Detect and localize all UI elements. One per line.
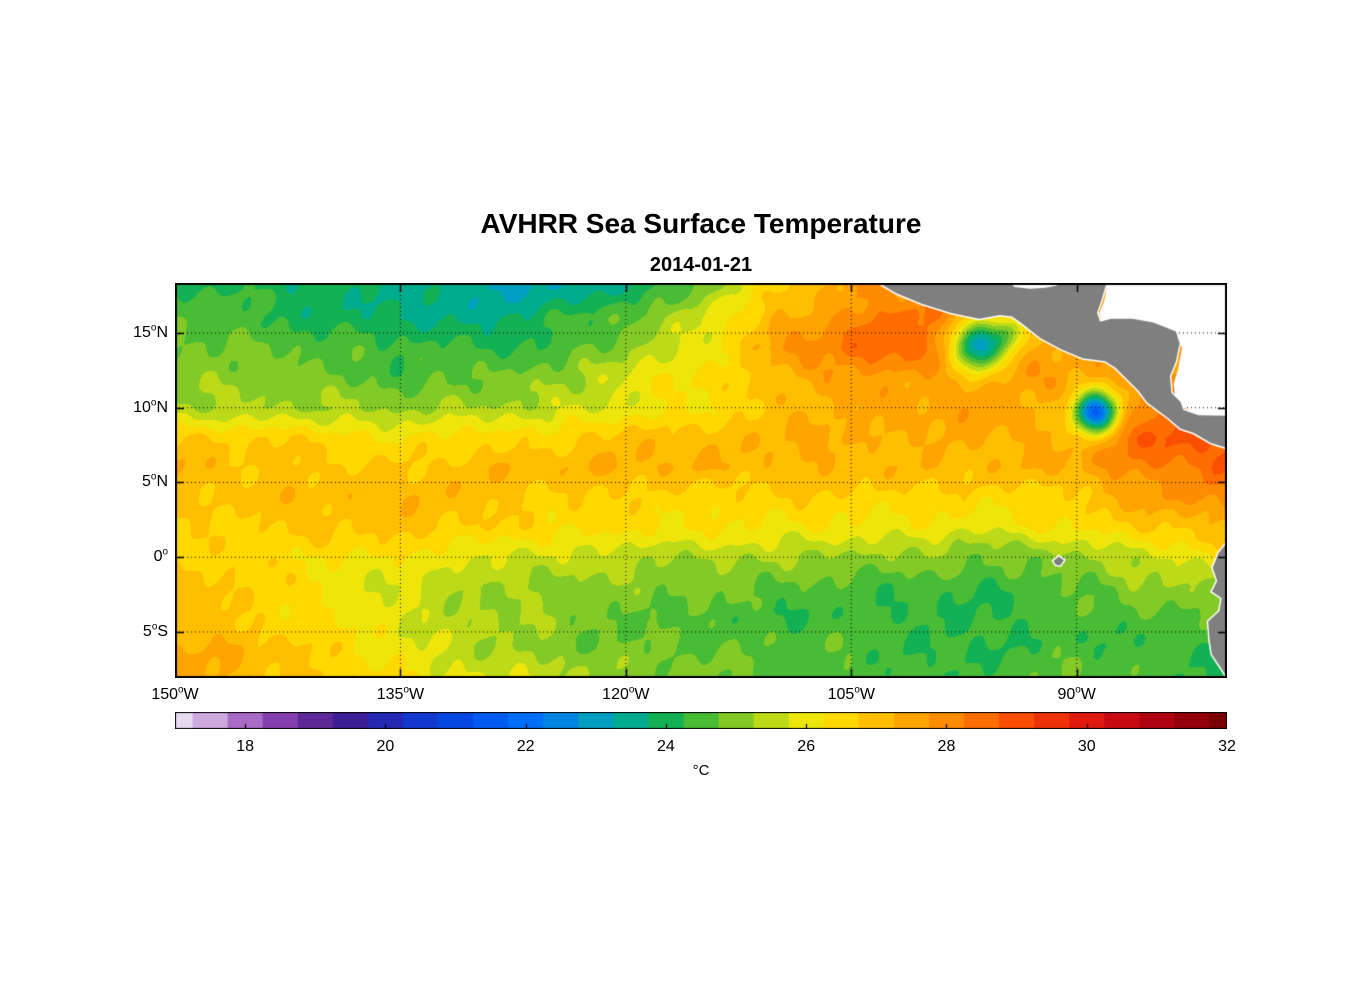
colorbar-tick-30: 30 bbox=[1077, 738, 1096, 755]
x-tick-150W: 150oW bbox=[151, 684, 199, 703]
x-tick-135W: 135oW bbox=[376, 684, 425, 703]
colorbar-tick-18: 18 bbox=[236, 738, 255, 755]
colorbar-canvas bbox=[175, 712, 1227, 729]
chart-title: AVHRR Sea Surface Temperature bbox=[480, 208, 922, 239]
y-tick-5N: 5oN bbox=[142, 472, 168, 491]
chart-date: 2014-01-21 bbox=[649, 254, 753, 276]
sst-heatmap-canvas bbox=[175, 283, 1227, 678]
colorbar-tick-24: 24 bbox=[657, 738, 675, 755]
colorbar-tick-20: 20 bbox=[376, 738, 395, 755]
x-tick-120W: 120oW bbox=[602, 684, 650, 703]
colorbar-unit-label: °C bbox=[692, 762, 710, 779]
y-tick-10N: 10oN bbox=[133, 397, 168, 416]
y-tick-5S: 5oS bbox=[142, 621, 168, 640]
colorbar-tick-28: 28 bbox=[937, 738, 956, 755]
y-tick-15N: 15oN bbox=[133, 322, 168, 341]
colorbar-tick-26: 26 bbox=[797, 738, 816, 755]
x-tick-105W: 105oW bbox=[827, 684, 875, 703]
colorbar-tick-22: 22 bbox=[516, 738, 535, 755]
x-tick-90W: 90oW bbox=[1057, 684, 1096, 703]
colorbar-tick-32: 32 bbox=[1218, 738, 1236, 755]
y-tick-0deg: 0o bbox=[153, 546, 168, 566]
